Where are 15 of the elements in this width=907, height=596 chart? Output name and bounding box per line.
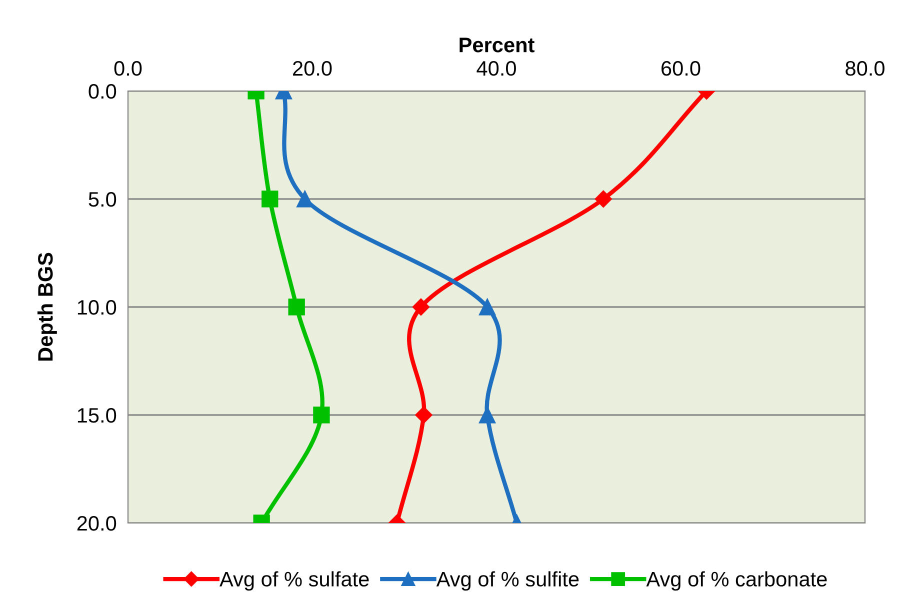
y-axis-title: Depth BGS	[37, 252, 57, 361]
x-tick-label: 0.0	[114, 61, 142, 76]
y-tick-label: 10.0	[78, 300, 116, 315]
y-tick-label: 5.0	[88, 192, 116, 207]
x-axis-title: Percent	[460, 38, 534, 52]
y-tick-label: 20.0	[77, 516, 116, 531]
y-tick-label: 0.0	[88, 84, 116, 99]
x-tick-label: 60.0	[662, 61, 700, 76]
legend-label: Avg of % carbonate	[646, 571, 827, 591]
x-tick-label: 80.0	[846, 61, 884, 76]
y-tick-label: 15.0	[78, 408, 116, 423]
legend-label: Avg of % sulfate	[220, 571, 369, 591]
legend-label: Avg of % sulfite	[436, 571, 579, 591]
x-tick-label: 40.0	[476, 61, 516, 76]
x-tick-label: 20.0	[293, 61, 332, 76]
